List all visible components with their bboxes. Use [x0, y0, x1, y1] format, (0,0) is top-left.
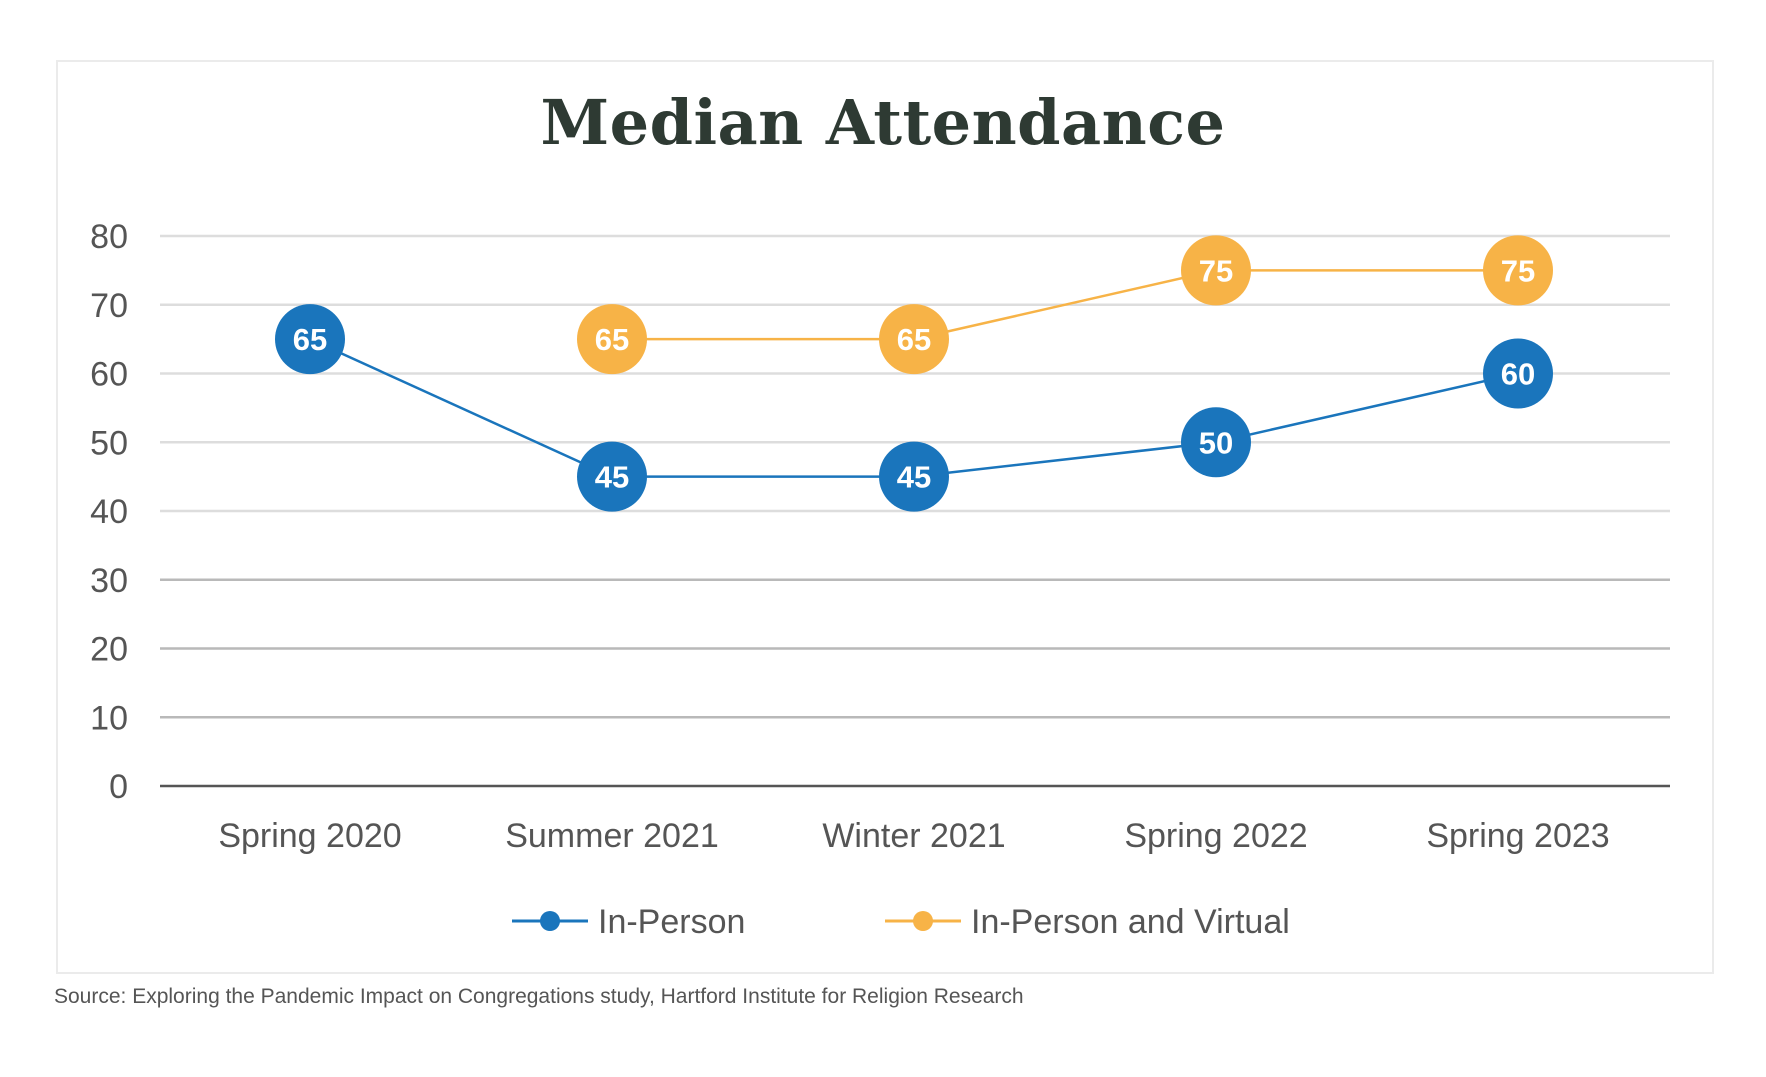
data-label: 60 — [1501, 357, 1535, 392]
x-tick-label: Summer 2021 — [505, 817, 719, 855]
data-label: 45 — [595, 460, 629, 495]
source-note: Source: Exploring the Pandemic Impact on… — [54, 985, 1024, 1008]
y-tick-label: 70 — [90, 287, 128, 325]
series: 65 65 75 75 65 45 45 50 60 — [275, 235, 1553, 512]
y-tick-label: 50 — [90, 424, 128, 462]
chart-title: Median Attendance — [540, 86, 1226, 159]
data-point — [1181, 235, 1251, 306]
data-label: 65 — [293, 322, 327, 357]
data-point — [577, 441, 647, 512]
data-label: 65 — [897, 322, 931, 357]
y-tick-label: 40 — [90, 493, 128, 531]
data-label: 75 — [1501, 253, 1535, 288]
y-tick-label: 10 — [90, 699, 128, 737]
legend-label: In-Person and Virtual — [971, 903, 1290, 941]
x-tick-label: Spring 2023 — [1426, 817, 1609, 855]
data-label: 45 — [897, 460, 931, 495]
data-point — [275, 304, 345, 375]
data-point — [879, 304, 949, 375]
chart-frame — [56, 60, 1714, 974]
data-label: 50 — [1199, 425, 1233, 460]
series-1: 65 65 75 75 — [577, 235, 1553, 375]
data-point — [1181, 407, 1251, 478]
legend: In-Person In-Person and Virtual — [512, 903, 1290, 941]
legend-marker — [913, 911, 933, 931]
legend-item: In-Person and Virtual — [885, 903, 1290, 941]
x-tick-label: Winter 2021 — [822, 817, 1005, 855]
legend-marker — [540, 911, 560, 931]
data-point — [1483, 235, 1553, 306]
x-tick-label: Spring 2022 — [1124, 817, 1307, 855]
legend-label: In-Person — [598, 903, 745, 941]
y-tick-label: 0 — [109, 768, 128, 806]
y-tick-label: 80 — [90, 218, 128, 256]
legend-item: In-Person — [512, 903, 745, 941]
data-point — [879, 441, 949, 512]
data-point — [577, 304, 647, 375]
data-label: 65 — [595, 322, 629, 357]
data-point — [1483, 338, 1553, 409]
x-tick-label: Spring 2020 — [218, 817, 401, 855]
data-label: 75 — [1199, 253, 1233, 288]
x-axis-labels: Spring 2020 Summer 2021 Winter 2021 Spring … — [218, 817, 1609, 855]
series-0: 65 45 45 50 60 — [275, 304, 1553, 512]
y-tick-label: 60 — [90, 356, 128, 394]
series-line — [612, 269, 1518, 341]
y-axis-ticks: 0 10 20 30 40 50 60 70 80 — [90, 218, 128, 806]
y-tick-label: 30 — [90, 562, 128, 600]
y-tick-label: 20 — [90, 631, 128, 669]
